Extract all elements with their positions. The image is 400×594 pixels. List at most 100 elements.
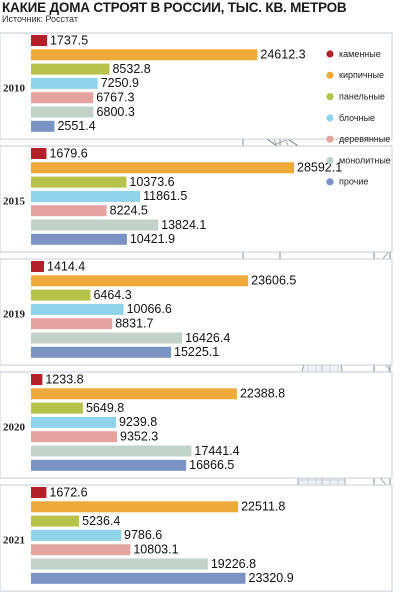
data-label: 22511.8 bbox=[241, 500, 285, 514]
bar-2021-каменные bbox=[31, 487, 47, 498]
data-label: 22388.8 bbox=[240, 387, 285, 401]
bar-2020-кирпичные bbox=[31, 388, 237, 400]
data-label: 17441.4 bbox=[194, 444, 239, 458]
data-label: 10803.1 bbox=[133, 542, 178, 556]
legend-item-прочие: прочие bbox=[326, 177, 368, 187]
bar-2010-деревянные bbox=[31, 92, 94, 104]
data-label: 15225.1 bbox=[174, 345, 219, 359]
bar-2020-деревянные bbox=[31, 431, 118, 443]
data-label: 5236.4 bbox=[82, 514, 120, 528]
bar-2015-панельные bbox=[31, 176, 127, 188]
bar-2015-кирпичные bbox=[31, 162, 294, 174]
page-title: КАКИЕ ДОМА СТРОЯТ В РОССИИ, ТЫС. КВ. МЕТ… bbox=[2, 0, 347, 15]
data-label: 1672.6 bbox=[49, 485, 87, 499]
legend-label: панельные bbox=[339, 91, 385, 101]
legend-item-блочные: блочные bbox=[326, 113, 375, 123]
bar-2010-кирпичные bbox=[31, 49, 258, 61]
legend-swatch bbox=[326, 93, 334, 101]
bar-2020-панельные bbox=[31, 402, 83, 414]
bar-2010-монолитные bbox=[31, 106, 94, 118]
data-label: 8831.7 bbox=[115, 316, 153, 330]
legend-item-кирпичные: кирпичные bbox=[326, 70, 384, 80]
legend-label: прочие bbox=[339, 177, 368, 187]
bar-2010-прочие bbox=[31, 120, 55, 132]
legend-swatch bbox=[326, 71, 334, 79]
year-group-2010: 2010 1737.5 24612.3 8532.87250.96767.36800.… bbox=[0, 32, 393, 140]
legend-item-монолитные: монолитные bbox=[326, 155, 391, 165]
data-label: 24612.3 bbox=[260, 48, 305, 62]
legend-swatch bbox=[326, 178, 334, 186]
bar-2020-прочие bbox=[31, 459, 187, 471]
data-label: 1233.8 bbox=[45, 372, 83, 386]
bar-groups: 2010 1737.5 24612.3 8532.87250.96767.36800.… bbox=[0, 32, 393, 592]
bar-2010-блочные bbox=[31, 77, 98, 89]
data-label: 16426.4 bbox=[185, 331, 230, 345]
legend-label: деревянные bbox=[339, 134, 390, 144]
source-note: Источник: Росстат bbox=[2, 14, 78, 24]
data-label: 2551.4 bbox=[57, 119, 95, 133]
data-label: 9352.3 bbox=[120, 429, 158, 443]
legend-swatch bbox=[326, 156, 334, 165]
data-label: 1737.5 bbox=[50, 33, 88, 47]
year-label: 2010 bbox=[3, 83, 26, 95]
data-label: 19226.8 bbox=[211, 557, 256, 571]
legend-label: кирпичные bbox=[339, 70, 384, 80]
data-label: 1679.6 bbox=[49, 146, 87, 160]
bar-2021-прочие bbox=[31, 572, 246, 584]
data-label: 10373.6 bbox=[129, 175, 174, 189]
legend-swatch bbox=[326, 50, 334, 58]
bar-2021-деревянные bbox=[31, 544, 131, 556]
data-label: 9786.6 bbox=[124, 528, 162, 542]
bar-2019-прочие bbox=[31, 346, 172, 358]
bar-2019-панельные bbox=[31, 289, 91, 301]
data-label: 10421.9 bbox=[130, 232, 175, 246]
year-label: 2015 bbox=[3, 196, 26, 208]
bar-2021-кирпичные bbox=[31, 501, 239, 513]
bar-2015-блочные bbox=[31, 190, 141, 202]
bar-2021-панельные bbox=[31, 515, 80, 527]
bar-2015-деревянные bbox=[31, 205, 107, 217]
data-label: 10066.6 bbox=[127, 302, 172, 316]
bar-2010-панельные bbox=[31, 63, 110, 75]
bar-2015-каменные bbox=[31, 148, 47, 159]
bar-2019-монолитные bbox=[31, 332, 183, 344]
bar-2021-блочные bbox=[31, 529, 122, 541]
legend-label: монолитные bbox=[339, 155, 391, 165]
bar-2019-блочные bbox=[31, 303, 124, 315]
bar-2020-блочные bbox=[31, 416, 116, 428]
bar-2020-каменные bbox=[31, 374, 43, 385]
year-label: 2019 bbox=[3, 309, 26, 321]
legend: каменные кирпичные панельные блочные деревян… bbox=[326, 49, 391, 187]
year-label: 2020 bbox=[3, 422, 26, 434]
data-label: 1414.4 bbox=[47, 259, 85, 273]
bar-2015-монолитные bbox=[31, 219, 159, 231]
data-label: 23606.5 bbox=[251, 274, 296, 288]
data-label: 11861.5 bbox=[143, 189, 187, 203]
data-label: 28592.1 bbox=[297, 161, 342, 175]
data-label: 8532.8 bbox=[112, 62, 150, 76]
data-label: 13824.1 bbox=[161, 218, 206, 232]
bar-2019-каменные bbox=[31, 261, 45, 272]
data-label: 7250.9 bbox=[101, 76, 139, 90]
data-label: 6800.3 bbox=[97, 105, 135, 119]
legend-label: блочные bbox=[339, 113, 375, 123]
data-label: 23320.9 bbox=[249, 571, 294, 585]
legend-swatch bbox=[326, 114, 334, 122]
data-label: 6464.3 bbox=[93, 288, 131, 302]
data-label: 9239.8 bbox=[119, 415, 157, 429]
bar-2019-кирпичные bbox=[31, 275, 249, 287]
data-label: 8224.5 bbox=[110, 203, 148, 217]
bar-2020-монолитные bbox=[31, 445, 192, 457]
bar-2019-деревянные bbox=[31, 318, 113, 330]
bar-2015-прочие bbox=[31, 233, 127, 245]
legend-item-панельные: панельные bbox=[326, 91, 385, 101]
legend-label: каменные bbox=[339, 49, 381, 59]
data-label: 16866.5 bbox=[189, 458, 234, 472]
bar-2021-монолитные bbox=[31, 558, 208, 570]
legend-item-деревянные: деревянные bbox=[326, 134, 390, 144]
